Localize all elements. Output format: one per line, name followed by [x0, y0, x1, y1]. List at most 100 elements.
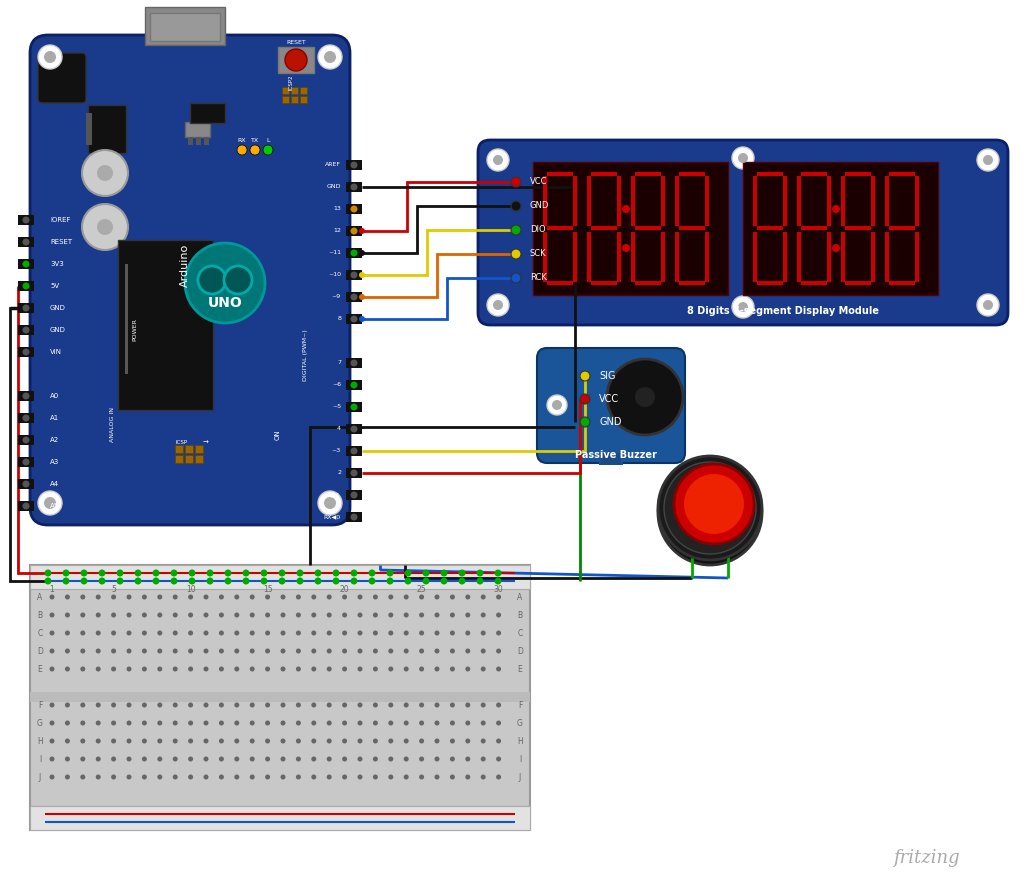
Bar	[195, 455, 203, 463]
Circle shape	[111, 667, 116, 671]
Bar	[346, 160, 362, 170]
Circle shape	[388, 648, 393, 653]
Circle shape	[419, 757, 424, 761]
Circle shape	[80, 757, 85, 761]
Circle shape	[342, 721, 347, 726]
Circle shape	[127, 613, 131, 617]
Circle shape	[281, 648, 286, 653]
Circle shape	[311, 630, 316, 636]
Bar	[662, 176, 665, 226]
Circle shape	[95, 703, 100, 707]
Text: G: G	[37, 719, 43, 728]
Circle shape	[81, 577, 87, 585]
Circle shape	[80, 648, 85, 653]
Circle shape	[23, 458, 30, 465]
Circle shape	[80, 738, 85, 743]
Bar	[679, 172, 705, 176]
Circle shape	[459, 570, 466, 577]
Text: GND: GND	[599, 417, 622, 427]
Circle shape	[158, 667, 162, 671]
Circle shape	[188, 721, 194, 726]
Bar	[175, 455, 183, 463]
Circle shape	[95, 721, 100, 726]
Bar	[18, 281, 34, 291]
Circle shape	[480, 774, 485, 780]
Circle shape	[95, 648, 100, 653]
Circle shape	[207, 570, 213, 577]
Bar	[845, 226, 871, 230]
Text: 7: 7	[337, 360, 341, 366]
Bar	[30, 565, 530, 830]
Circle shape	[450, 703, 455, 707]
Bar	[346, 424, 362, 434]
Bar	[282, 87, 289, 94]
Bar	[675, 232, 679, 282]
Bar	[18, 325, 34, 335]
Circle shape	[111, 757, 116, 761]
Circle shape	[23, 393, 30, 399]
Text: F: F	[518, 700, 522, 710]
Bar	[885, 176, 889, 226]
FancyBboxPatch shape	[38, 53, 86, 103]
Circle shape	[204, 594, 209, 600]
Circle shape	[127, 667, 131, 671]
Circle shape	[465, 738, 470, 743]
Circle shape	[373, 630, 378, 636]
Bar	[801, 226, 827, 230]
Circle shape	[480, 594, 485, 600]
Circle shape	[983, 155, 993, 165]
Circle shape	[111, 630, 116, 636]
Circle shape	[386, 577, 393, 585]
Text: 5: 5	[112, 585, 116, 594]
Bar	[291, 87, 298, 94]
Circle shape	[357, 648, 362, 653]
Circle shape	[65, 667, 70, 671]
Circle shape	[465, 703, 470, 707]
Text: C: C	[517, 629, 522, 638]
Circle shape	[296, 721, 301, 726]
Circle shape	[49, 648, 54, 653]
Circle shape	[511, 201, 521, 211]
Circle shape	[265, 648, 270, 653]
Circle shape	[487, 149, 509, 171]
Bar	[635, 226, 662, 230]
Circle shape	[237, 145, 247, 155]
Circle shape	[388, 703, 393, 707]
Circle shape	[373, 648, 378, 653]
Text: 8 Digits 7-segment Display Module: 8 Digits 7-segment Display Module	[687, 306, 879, 316]
Bar	[346, 182, 362, 192]
Circle shape	[134, 577, 141, 585]
Circle shape	[480, 648, 485, 653]
Circle shape	[80, 594, 85, 600]
Text: D: D	[37, 646, 43, 655]
Circle shape	[265, 630, 270, 636]
Circle shape	[419, 613, 424, 617]
Circle shape	[173, 774, 178, 780]
Circle shape	[350, 271, 357, 278]
Circle shape	[434, 667, 439, 671]
Circle shape	[480, 613, 485, 617]
Circle shape	[142, 648, 146, 653]
Circle shape	[97, 219, 113, 235]
Circle shape	[373, 594, 378, 600]
Text: J: J	[519, 773, 521, 781]
Text: Arduino: Arduino	[180, 244, 190, 287]
Bar	[346, 270, 362, 280]
Circle shape	[265, 738, 270, 743]
Circle shape	[732, 147, 754, 169]
Text: ~6: ~6	[332, 382, 341, 388]
Text: VIN: VIN	[50, 349, 62, 355]
Circle shape	[738, 153, 748, 163]
Circle shape	[359, 294, 365, 300]
Bar	[753, 176, 757, 226]
Bar	[346, 446, 362, 456]
Circle shape	[95, 613, 100, 617]
Circle shape	[44, 570, 51, 577]
Text: Passive Buzzer: Passive Buzzer	[575, 450, 657, 460]
Circle shape	[480, 757, 485, 761]
Circle shape	[117, 570, 124, 577]
Circle shape	[62, 577, 70, 585]
Text: ~11: ~11	[328, 251, 341, 255]
Bar	[543, 232, 547, 282]
Circle shape	[153, 577, 160, 585]
